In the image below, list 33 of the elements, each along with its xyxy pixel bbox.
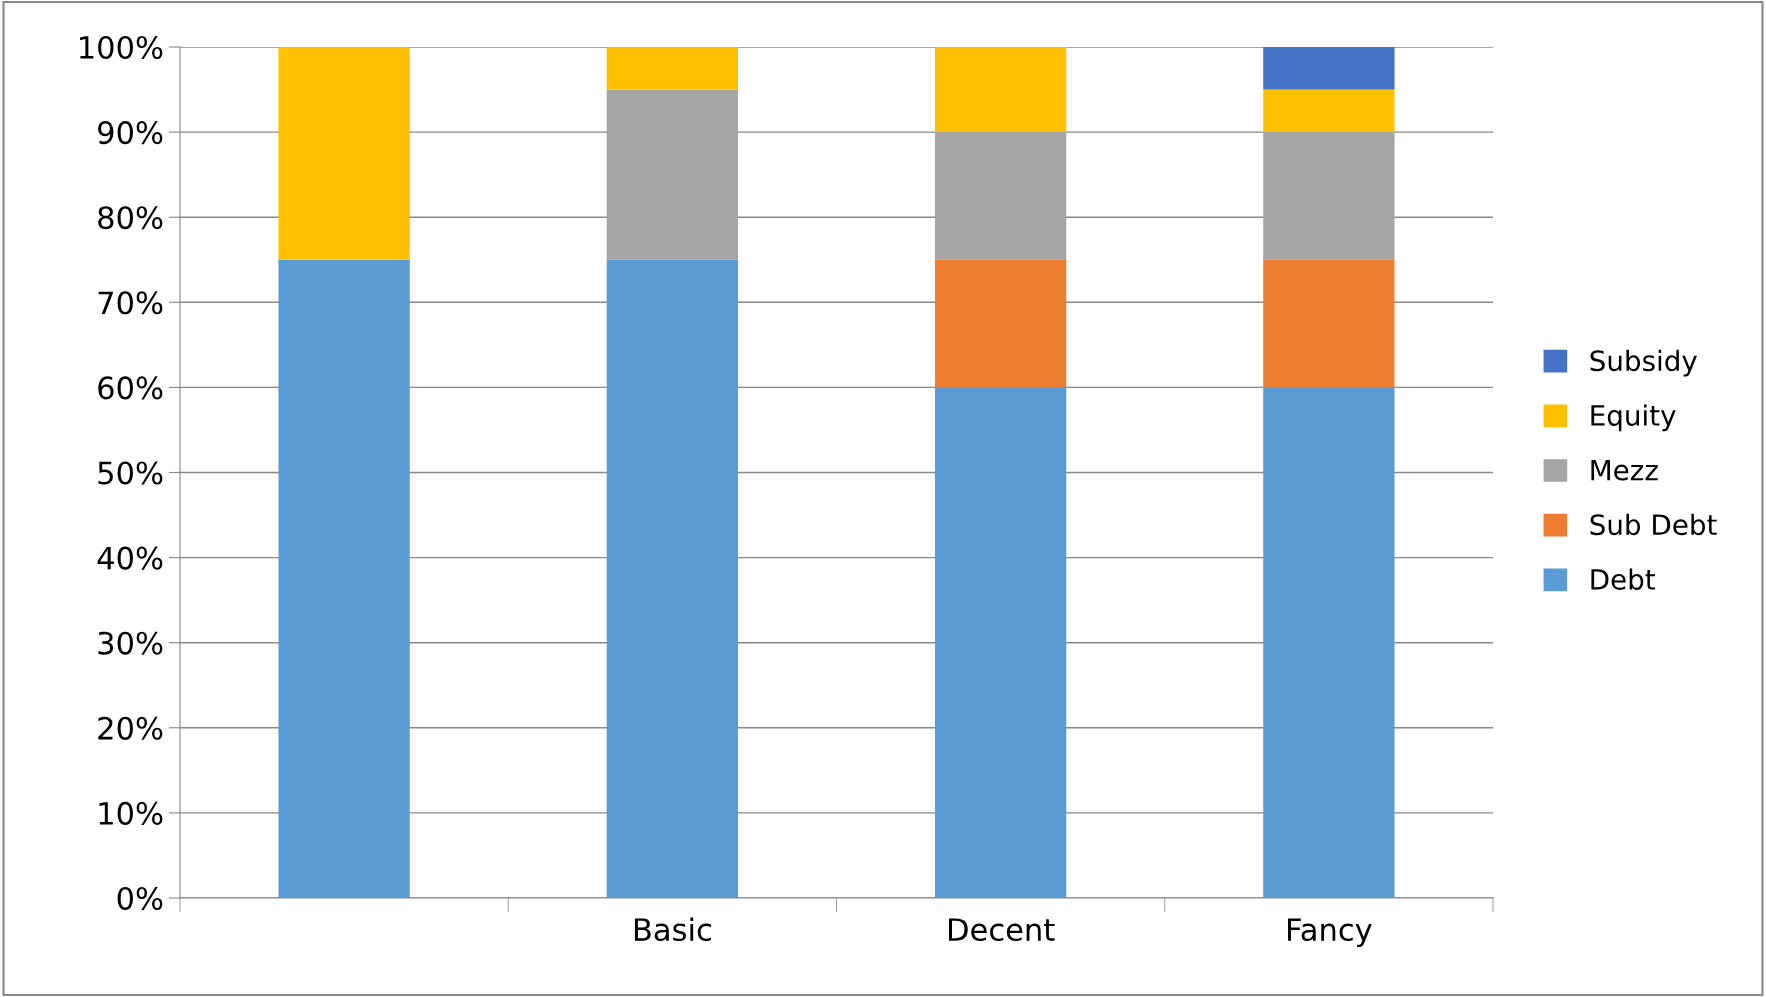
bar — [278, 47, 410, 260]
y-tick-label: 40% — [97, 546, 163, 570]
bar — [278, 259, 410, 898]
bar — [606, 89, 739, 260]
legend-label: Sub Debt — [1590, 513, 1717, 536]
bar — [934, 387, 1067, 898]
bar — [1263, 132, 1395, 260]
bar — [1263, 259, 1395, 388]
y-tick-label: 50% — [98, 461, 163, 485]
bar — [1263, 47, 1395, 90]
y-tick-label: 0% — [117, 886, 163, 911]
x-tick-label: Basic — [634, 917, 711, 942]
bar — [934, 47, 1067, 133]
y-tick-label: 70% — [98, 291, 163, 315]
y-tick-label: 90% — [98, 121, 163, 145]
legend-label: Mezz — [1591, 459, 1658, 481]
bar — [606, 259, 739, 898]
y-tick-label: 100% — [80, 35, 163, 60]
legend-label: Equity — [1591, 404, 1676, 432]
legend-label: Subsidy — [1590, 349, 1698, 377]
legend-label: Debt — [1591, 568, 1656, 590]
y-tick-label: 30% — [98, 631, 163, 655]
x-tick-label: Fancy — [1287, 918, 1372, 948]
bar — [1263, 89, 1395, 133]
bar — [606, 47, 739, 90]
y-tick-label: 10% — [99, 801, 163, 825]
bar — [934, 259, 1067, 388]
y-tick-label: 20% — [98, 716, 163, 740]
bar — [934, 132, 1067, 260]
y-tick-label: 80% — [98, 206, 163, 230]
bar — [1263, 387, 1395, 898]
y-tick-label: 60% — [98, 376, 163, 400]
x-tick-label: Decent — [948, 918, 1055, 942]
